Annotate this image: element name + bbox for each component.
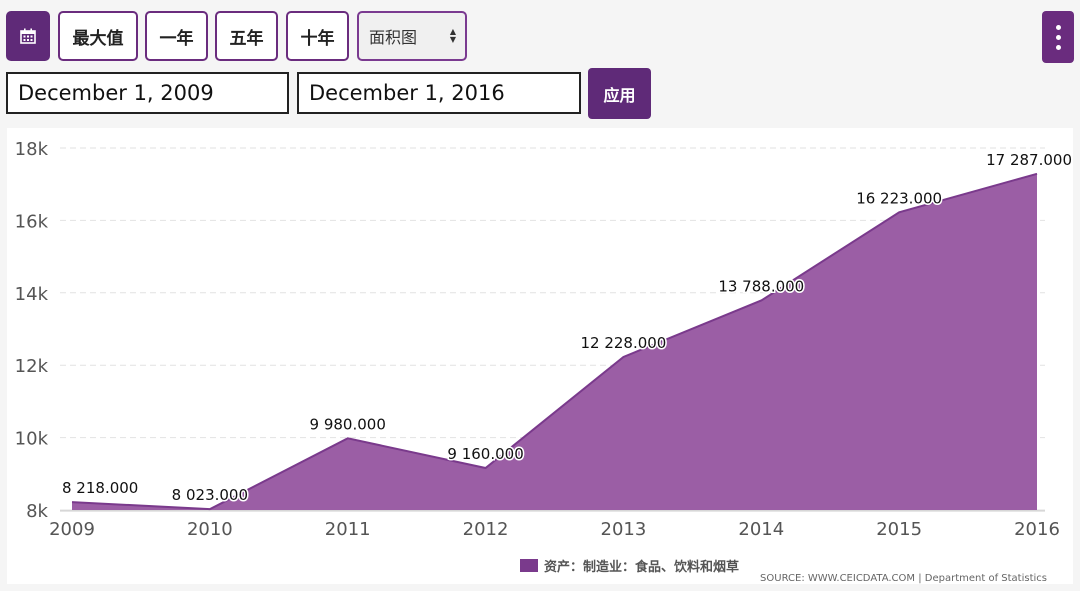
chart-type-value: 面积图 <box>369 28 418 47</box>
x-tick-label: 2010 <box>187 519 233 540</box>
more-vertical-icon <box>1055 24 1061 30</box>
y-tick-label: 12k <box>15 356 49 377</box>
calendar-button[interactable] <box>6 11 50 61</box>
x-tick-label: 2009 <box>49 519 95 540</box>
data-label: 9 980.000 <box>310 415 386 433</box>
data-label: 12 228.000 <box>580 334 666 352</box>
data-label: 16 223.000 <box>856 189 942 207</box>
x-tick-label: 2013 <box>601 519 647 540</box>
data-label: 13 788.000 <box>718 277 804 295</box>
menu-dot <box>1055 44 1061 50</box>
start-date-input[interactable]: December 1, 2009 <box>6 72 289 114</box>
range-1y-button[interactable]: 一年 <box>145 11 208 61</box>
legend-swatch <box>520 559 538 572</box>
data-label: 17 287.000 <box>986 151 1072 169</box>
data-label: 8 023.000 <box>172 486 248 504</box>
x-tick-label: 2012 <box>463 519 509 540</box>
y-tick-label: 16k <box>15 211 49 232</box>
y-tick-label: 18k <box>15 139 49 160</box>
x-tick-label: 2016 <box>1014 519 1060 540</box>
data-label: 8 218.000 <box>62 479 138 497</box>
area-series-fill <box>72 173 1037 510</box>
x-tick-label: 2011 <box>325 519 371 540</box>
x-tick-label: 2014 <box>738 519 784 540</box>
chart-type-select[interactable]: 面积图 ▲ ▼ <box>357 11 467 61</box>
y-tick-label: 14k <box>15 284 49 305</box>
apply-button[interactable]: 应用 <box>588 68 651 119</box>
y-tick-label: 10k <box>15 429 49 450</box>
range-10y-button[interactable]: 十年 <box>286 11 349 61</box>
data-label: 9 160.000 <box>447 445 523 463</box>
select-arrows-icon: ▲ ▼ <box>449 27 456 44</box>
more-menu-button[interactable] <box>1042 11 1074 63</box>
end-date-input[interactable]: December 1, 2016 <box>297 72 581 114</box>
range-5y-button[interactable]: 五年 <box>215 11 278 61</box>
calendar-icon <box>20 28 36 44</box>
menu-dot <box>1055 34 1061 40</box>
area-series-line <box>71 172 1038 511</box>
legend-label: 资产：制造业：食品、饮料和烟草 <box>544 559 739 575</box>
range-max-button[interactable]: 最大值 <box>58 11 138 61</box>
y-tick-label: 8k <box>26 501 48 522</box>
toolbar: 最大值 一年 五年 十年 面积图 ▲ ▼ <box>6 11 1080 63</box>
source-note: SOURCE: WWW.CEICDATA.COM | Department of… <box>760 573 1047 584</box>
x-tick-label: 2015 <box>876 519 922 540</box>
